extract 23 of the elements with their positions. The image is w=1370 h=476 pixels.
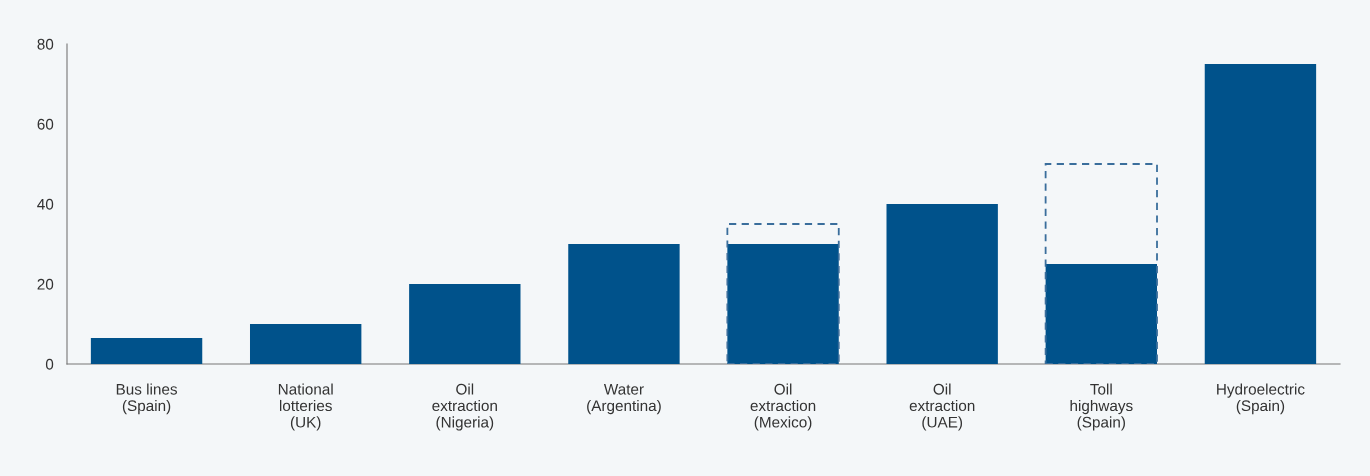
x-tick-label: Oil extraction (Nigeria): [432, 383, 497, 431]
x-tick-label: Hydroelectric (Spain): [1217, 383, 1305, 415]
bar: [1204, 64, 1317, 364]
bar: [886, 204, 998, 364]
x-tick-label: Bus lines (Spain): [116, 383, 178, 415]
y-tick-label: 80: [37, 38, 54, 50]
x-tick-label: National lotteries (UK): [278, 383, 333, 431]
bar: [727, 244, 839, 364]
x-tick-label: Toll highways (Spain): [1070, 383, 1133, 431]
y-tick-label: 0: [45, 358, 54, 370]
bar: [726, 223, 840, 364]
bar: [1045, 264, 1158, 364]
x-tick-label: Water (Argentina): [587, 384, 661, 415]
y-tick-label: 20: [37, 278, 54, 290]
bar: [409, 284, 521, 364]
y-tick-label: 60: [37, 118, 54, 130]
x-tick-label: Oil extraction (Mexico): [750, 383, 816, 431]
bar: [90, 338, 203, 364]
bar: [249, 324, 362, 364]
x-tick-label: Oil extraction (UAE): [909, 383, 975, 431]
y-tick-label: 40: [37, 198, 54, 210]
bar: [1044, 163, 1158, 364]
bar: [568, 244, 680, 364]
